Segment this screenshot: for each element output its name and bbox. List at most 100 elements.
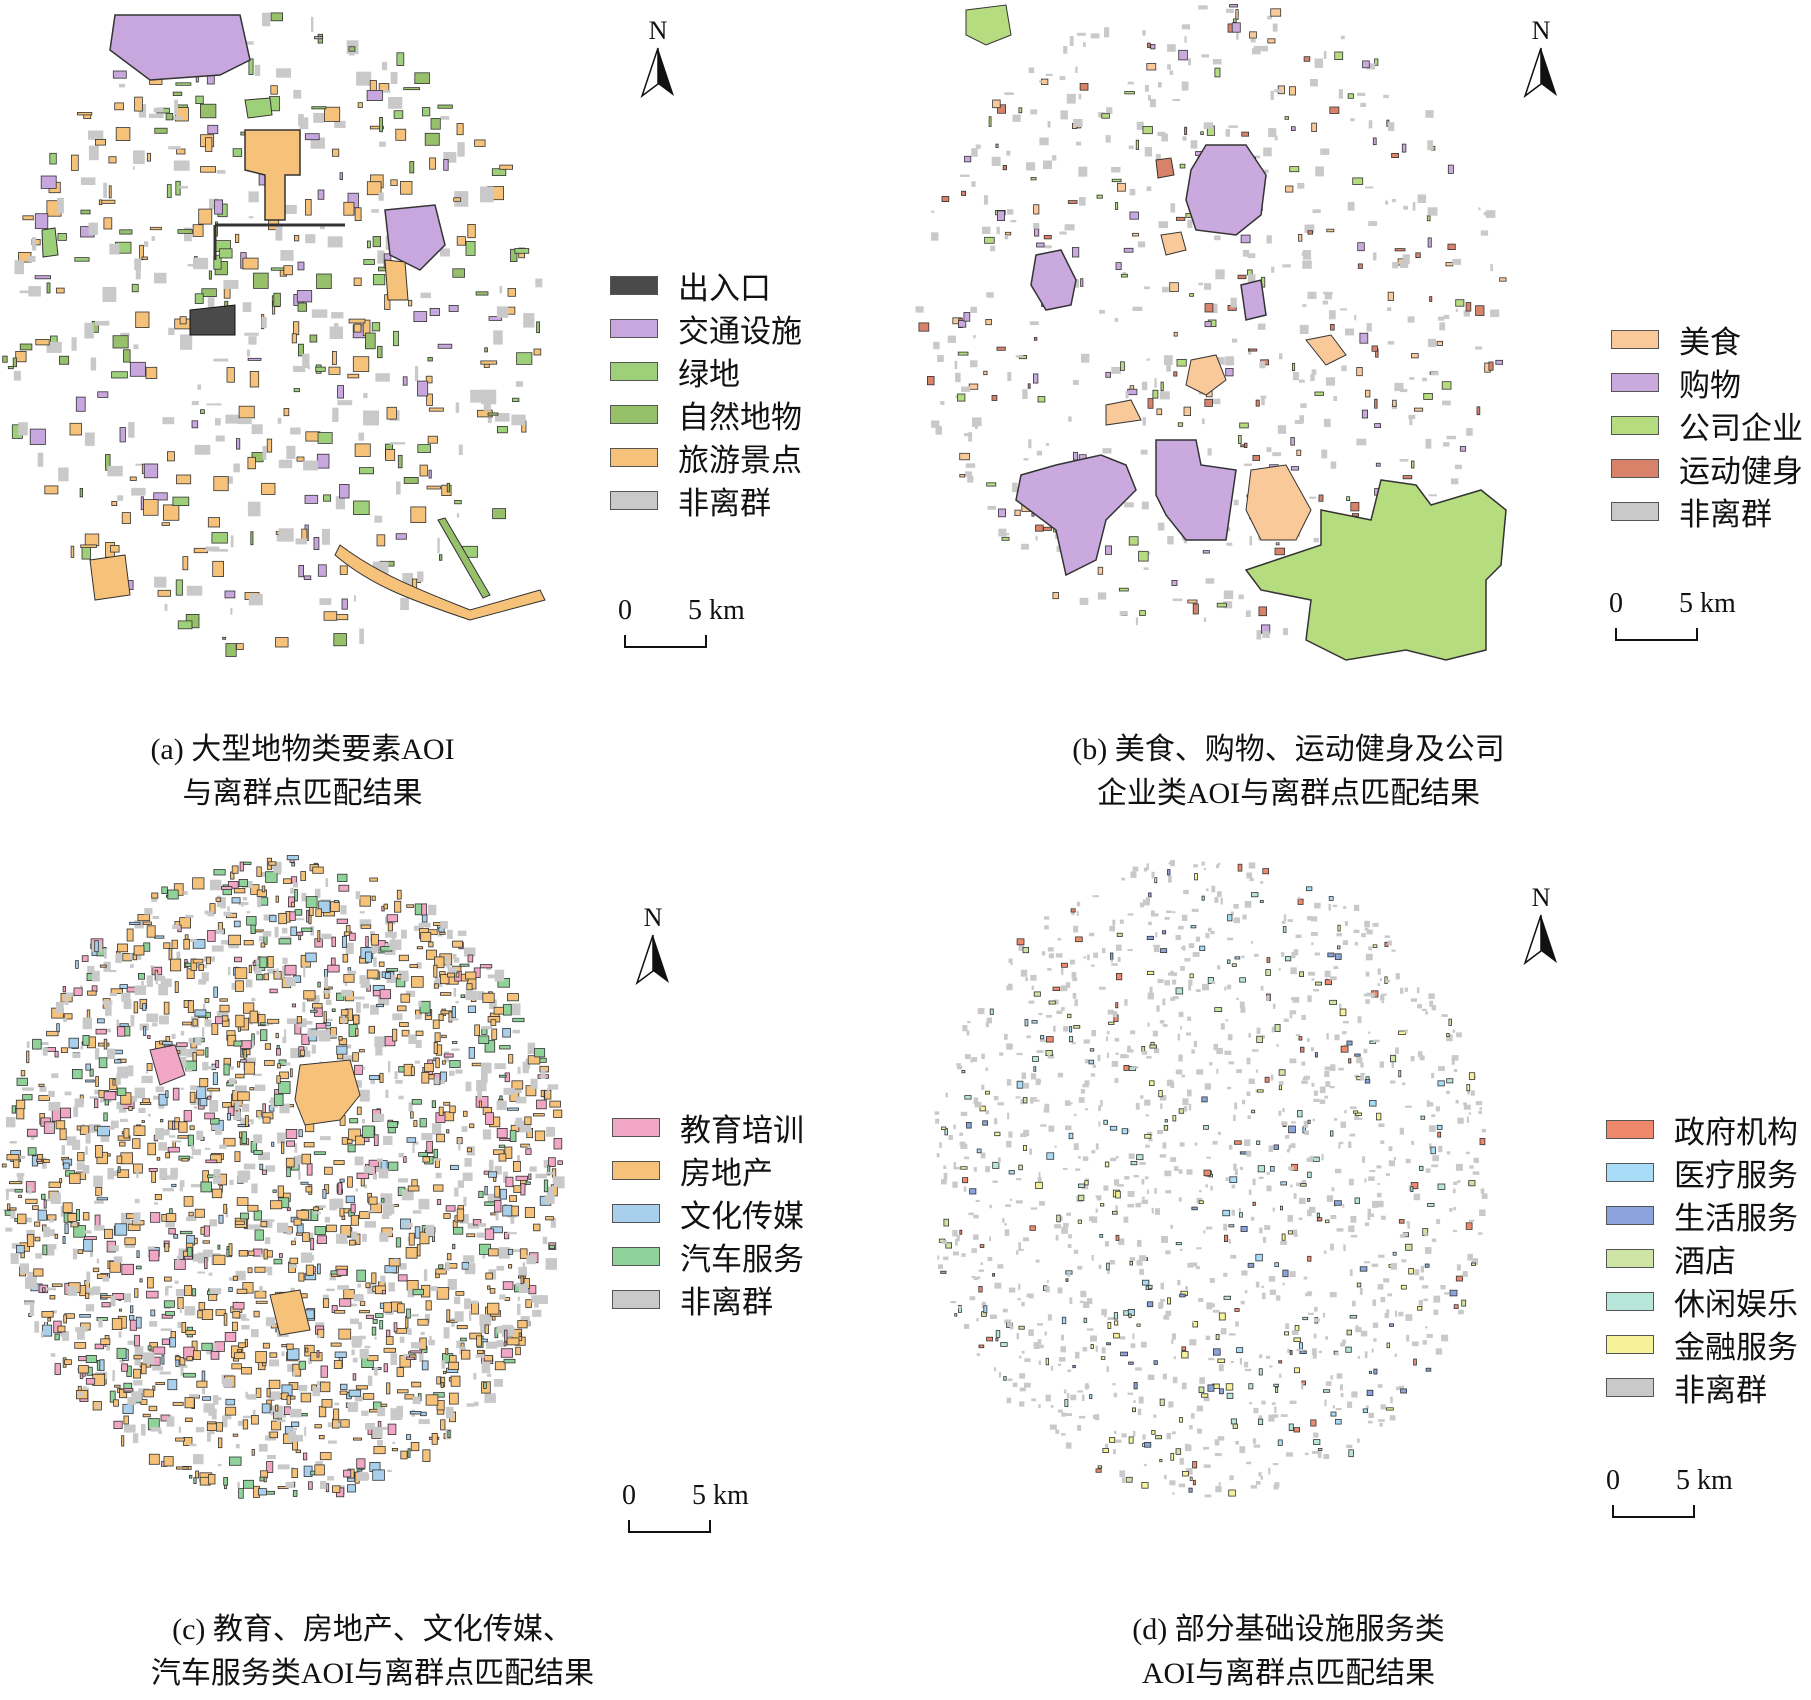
aoi-patch — [242, 1103, 250, 1112]
aoi-patch — [74, 1342, 87, 1349]
aoi-patch — [1165, 1310, 1172, 1316]
aoi-patch — [273, 292, 281, 307]
aoi-patch — [357, 1472, 368, 1481]
aoi-patch — [1101, 1308, 1107, 1316]
aoi-patch — [981, 1053, 985, 1060]
aoi-patch — [358, 1321, 362, 1330]
aoi-patch — [367, 1282, 377, 1294]
aoi-patch — [1311, 942, 1314, 946]
aoi-patch — [217, 922, 224, 931]
aoi-patch — [153, 492, 168, 501]
aoi-patch — [390, 1408, 403, 1421]
aoi-patch — [347, 970, 357, 975]
aoi-patch — [1114, 1320, 1119, 1326]
aoi-patch — [108, 1127, 115, 1130]
aoi-patch — [1288, 1423, 1294, 1431]
aoi-patch — [1457, 1117, 1464, 1124]
aoi-patch — [1246, 872, 1253, 879]
aoi-patch — [1016, 1250, 1019, 1255]
aoi-patch — [1348, 1178, 1354, 1186]
aoi-patch — [1429, 1143, 1432, 1150]
aoi-patch — [1007, 1322, 1013, 1327]
aoi-patch — [1195, 936, 1200, 942]
aoi-patch — [1216, 357, 1225, 365]
aoi-patch — [1266, 1355, 1271, 1359]
aoi-patch — [1314, 1052, 1318, 1058]
aoi-patch — [510, 248, 518, 263]
aoi-patch — [1023, 1144, 1027, 1151]
aoi-patch — [34, 1221, 41, 1227]
aoi-patch — [1166, 910, 1172, 913]
aoi-patch — [382, 1204, 392, 1216]
aoi-patch — [1282, 926, 1287, 933]
aoi-patch — [365, 936, 369, 948]
aoi-patch — [134, 96, 143, 112]
aoi-patch — [1257, 1165, 1266, 1173]
aoi-patch — [1364, 1079, 1371, 1084]
aoi-patch — [957, 351, 969, 356]
aoi-patch — [1346, 496, 1351, 502]
aoi-patch — [947, 335, 956, 343]
aoi-patch — [1026, 1293, 1031, 1298]
aoi-patch — [465, 1081, 472, 1092]
aoi-patch — [419, 1337, 427, 1350]
aoi-patch — [1061, 1007, 1065, 1011]
aoi-patch — [291, 901, 296, 908]
aoi-patch — [233, 888, 246, 894]
aoi-patch — [1377, 1183, 1380, 1185]
aoi-patch — [1406, 1221, 1410, 1224]
aoi-patch — [133, 945, 145, 956]
aoi-patch — [1155, 932, 1158, 938]
aoi-patch — [487, 1285, 491, 1290]
aoi-patch — [1047, 968, 1052, 971]
aoi-patch — [279, 1071, 289, 1080]
aoi-patch — [198, 1302, 206, 1311]
aoi-patch — [244, 332, 259, 336]
aoi-patch — [85, 1378, 96, 1385]
aoi-patch — [275, 1032, 279, 1039]
map-b-food-mid — [1185, 354, 1227, 396]
aoi-patch — [261, 316, 267, 329]
aoi-patch — [1191, 908, 1199, 912]
aoi-patch — [32, 237, 37, 251]
aoi-patch — [1458, 1309, 1464, 1315]
aoi-patch — [1251, 1109, 1256, 1114]
aoi-patch — [1037, 1323, 1043, 1326]
aoi-patch — [17, 1213, 27, 1225]
aoi-patch — [1438, 1066, 1445, 1071]
aoi-patch — [1147, 398, 1154, 409]
aoi-patch — [1258, 1176, 1264, 1179]
aoi-patch — [174, 1259, 186, 1270]
aoi-patch — [1337, 924, 1341, 932]
aoi-patch — [443, 158, 449, 171]
aoi-patch — [1117, 956, 1121, 962]
aoi-patch — [1209, 1062, 1213, 1066]
aoi-patch — [148, 1113, 151, 1117]
aoi-patch — [131, 487, 146, 496]
aoi-patch — [164, 603, 168, 611]
aoi-patch — [427, 435, 438, 444]
aoi-patch — [263, 1248, 268, 1260]
aoi-patch — [337, 873, 348, 882]
aoi-patch — [1162, 930, 1167, 935]
map-a-transport-area-north — [109, 14, 251, 81]
aoi-patch — [1301, 1061, 1306, 1066]
aoi-patch — [1272, 1207, 1275, 1212]
aoi-patch — [1244, 1368, 1252, 1372]
aoi-patch — [1173, 371, 1178, 377]
aoi-patch — [213, 254, 222, 270]
aoi-patch — [1255, 1069, 1258, 1073]
aoi-patch — [377, 996, 390, 1006]
aoi-patch — [313, 1151, 326, 1155]
aoi-patch — [1022, 389, 1028, 399]
aoi-patch — [1114, 1179, 1120, 1186]
aoi-patch — [1169, 1480, 1176, 1486]
aoi-patch — [1047, 1314, 1052, 1321]
aoi-patch — [1164, 1119, 1168, 1123]
aoi-patch — [339, 565, 348, 575]
aoi-patch — [175, 1466, 189, 1470]
aoi-patch — [1342, 1204, 1345, 1208]
aoi-patch — [1285, 956, 1292, 962]
aoi-patch — [1417, 194, 1427, 203]
aoi-patch — [232, 1301, 245, 1310]
